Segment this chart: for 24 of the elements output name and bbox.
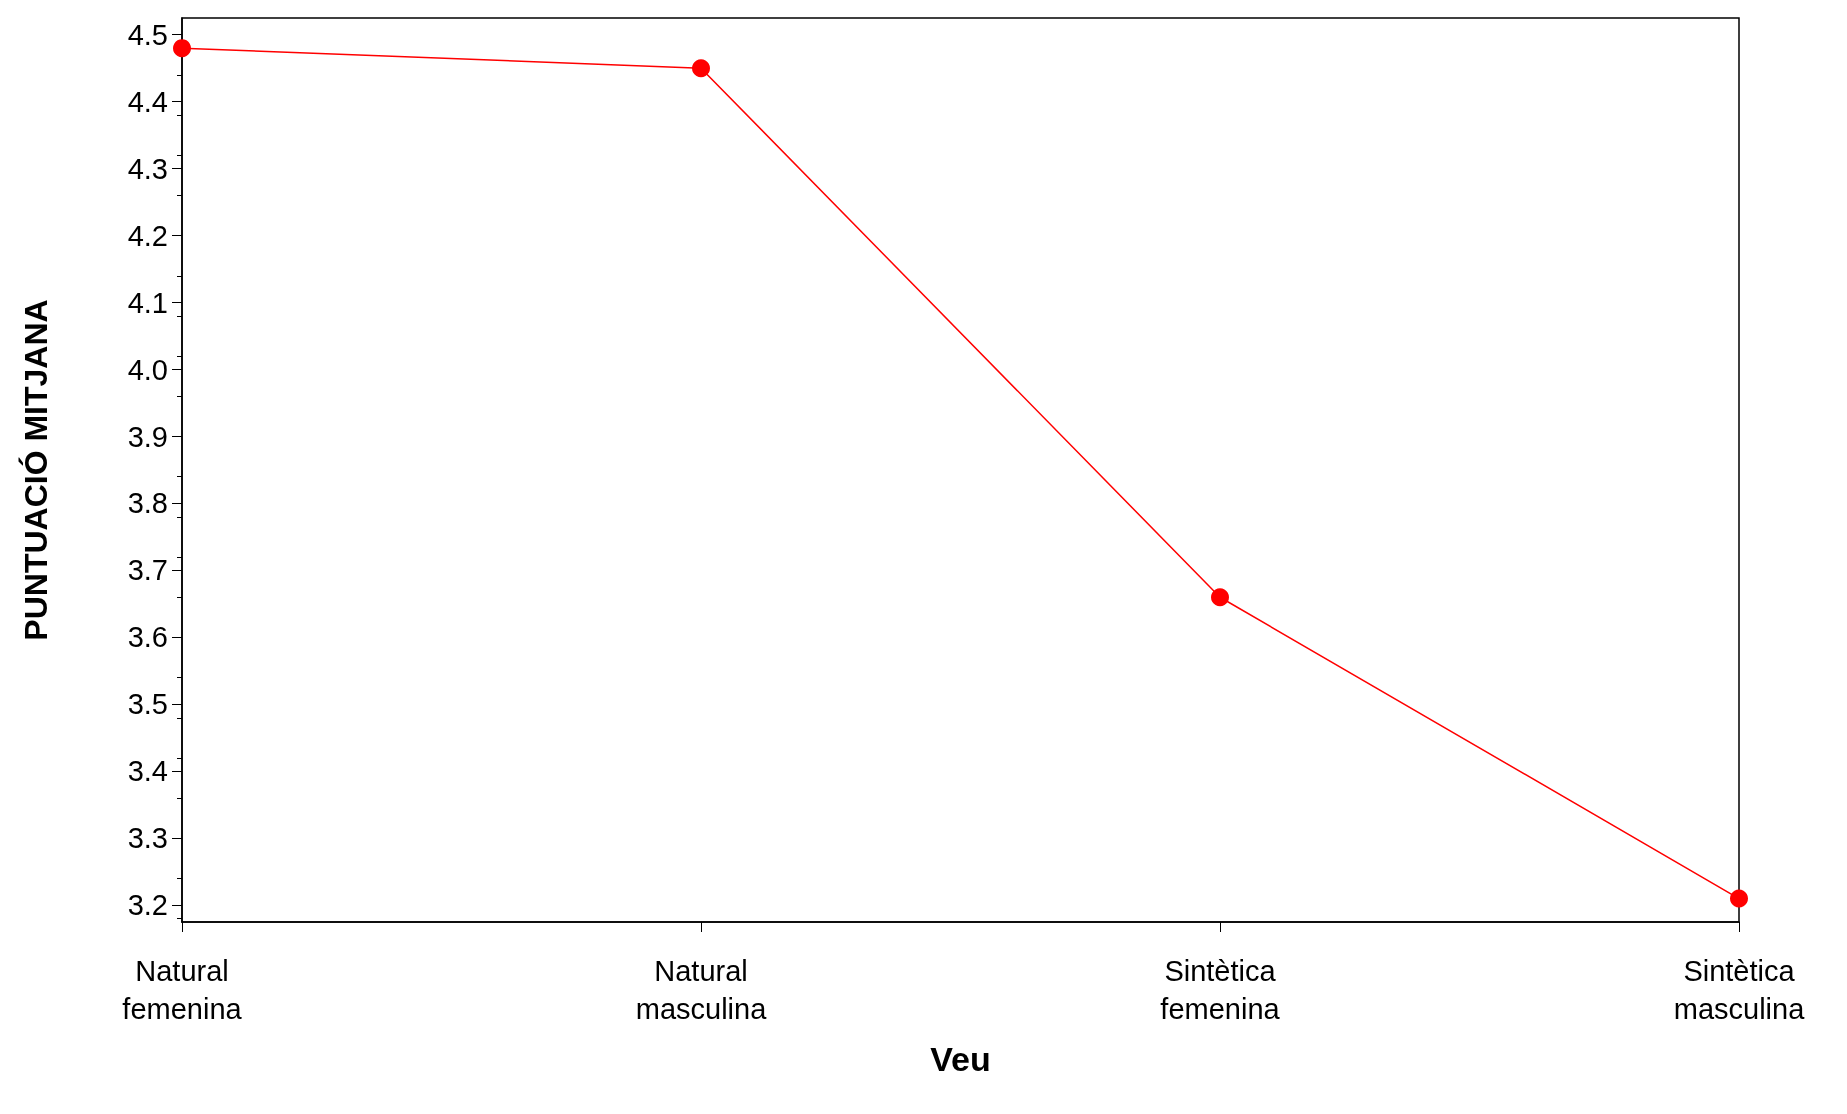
y-tick-label: 3.7 bbox=[127, 554, 168, 587]
x-tick-label: Natural femenina bbox=[122, 955, 243, 1025]
y-tick-label: 3.5 bbox=[127, 688, 168, 721]
point bbox=[692, 59, 710, 78]
x-tick-label: Sintètica femenina bbox=[1160, 955, 1281, 1025]
y-tick-label: 4.1 bbox=[127, 286, 168, 319]
point bbox=[173, 39, 191, 58]
y-tick-label: 3.8 bbox=[127, 487, 168, 520]
point bbox=[1730, 889, 1748, 908]
y-tick-label: 3.4 bbox=[127, 755, 168, 788]
y-tick-label: 4.5 bbox=[127, 18, 168, 51]
y-tick-label: 3.3 bbox=[127, 822, 168, 855]
y-tick-label: 3.2 bbox=[127, 889, 168, 922]
y-tick-label: 3.6 bbox=[127, 621, 168, 654]
y-tick-label: 4.3 bbox=[127, 152, 168, 185]
y-tick-label: 3.9 bbox=[127, 420, 168, 453]
y-axis-title: PUNTUACIÓ MITJANA bbox=[18, 299, 54, 641]
point bbox=[1211, 588, 1229, 607]
x-tick-label: Sintètica masculina bbox=[1673, 955, 1806, 1025]
y-tick-label: 4.4 bbox=[127, 85, 168, 118]
x-tick-label: Natural masculina bbox=[635, 955, 768, 1025]
y-tick-label: 4.0 bbox=[127, 353, 168, 386]
y-tick-label: 4.2 bbox=[127, 219, 168, 252]
x-axis-title: Veu bbox=[930, 1040, 991, 1078]
